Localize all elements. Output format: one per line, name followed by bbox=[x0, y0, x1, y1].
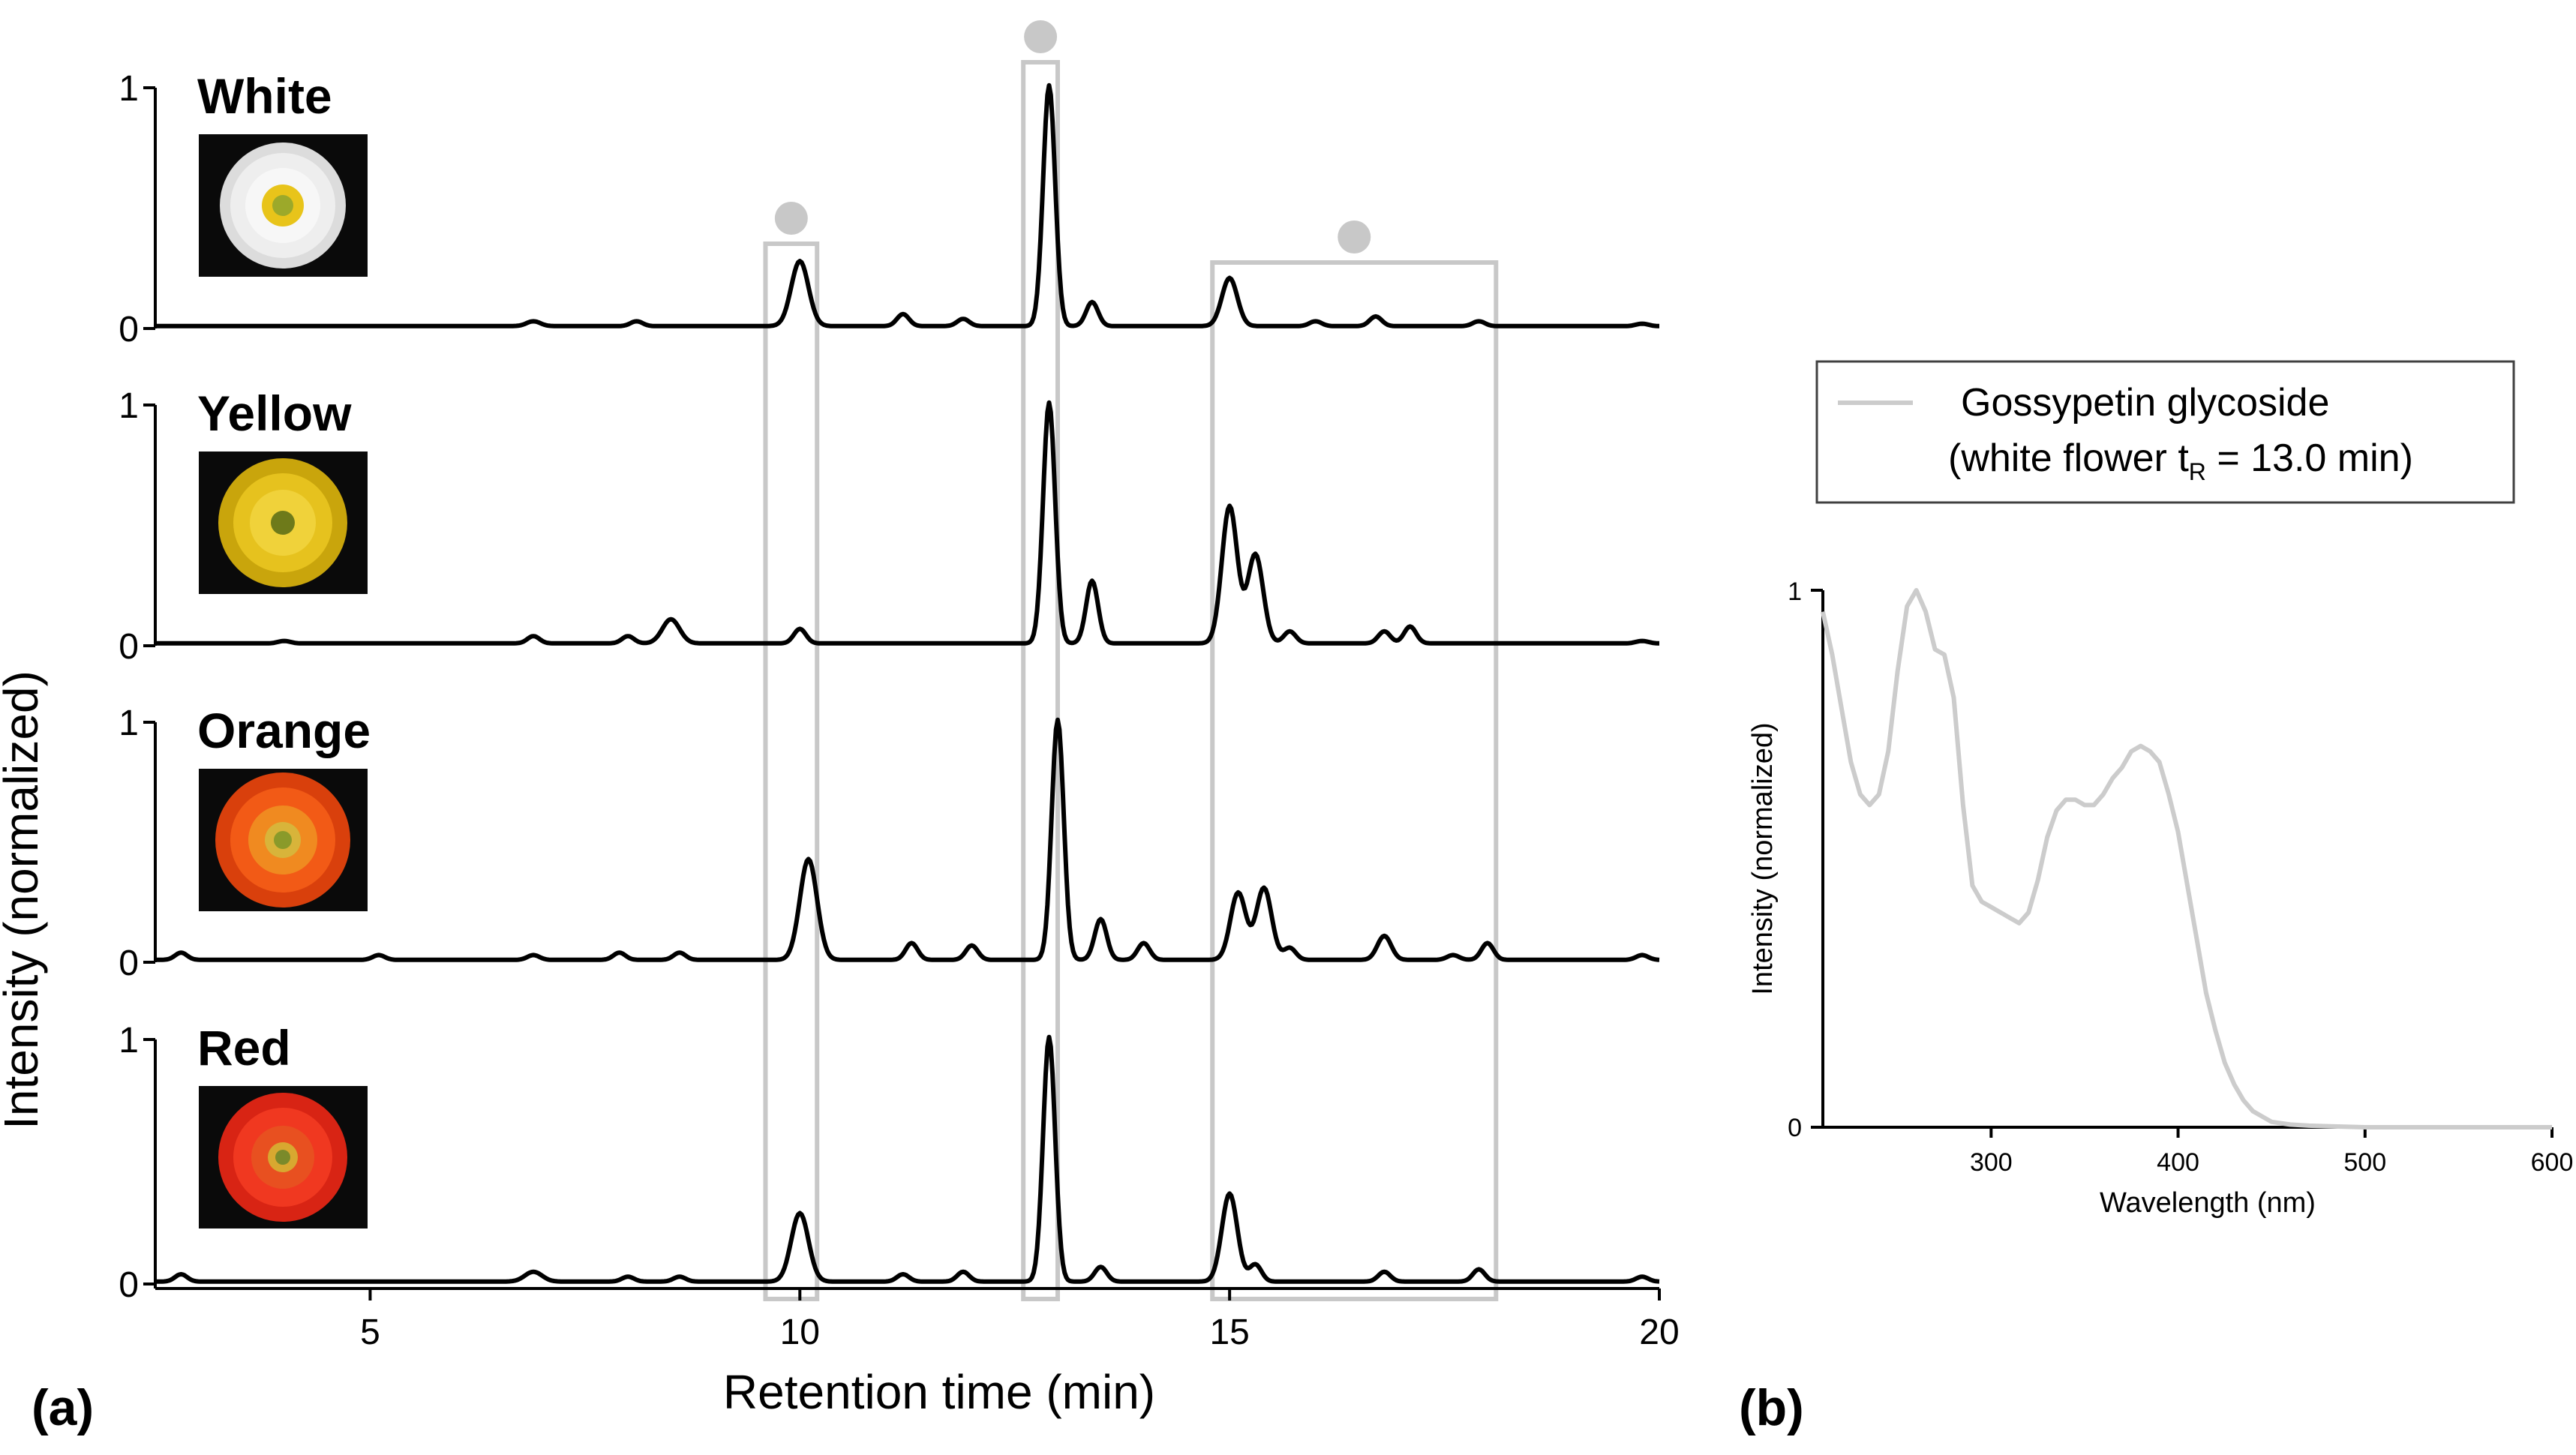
legend-name: Gossypetin glycoside bbox=[1961, 381, 2329, 424]
chromatogram-trace-yellow bbox=[155, 400, 1660, 646]
y-tick-label-0-b: 0 bbox=[1788, 1114, 1802, 1142]
highlight-box-peak-10 bbox=[763, 242, 820, 1301]
flower-photo-red bbox=[199, 1086, 368, 1228]
flower-photo-white bbox=[199, 134, 368, 277]
track-orange: 1 0 Orange bbox=[119, 703, 1660, 983]
x-ticks-b: 300 400 500 600 bbox=[1970, 1127, 2573, 1177]
chromatogram-trace-white bbox=[155, 82, 1660, 328]
track-white: 1 0 White bbox=[119, 68, 1660, 350]
y-tick-label-1-yellow: 1 bbox=[119, 386, 139, 426]
legend-detail-subscript: R bbox=[2189, 458, 2206, 485]
series-label-yellow: Yellow bbox=[197, 386, 352, 441]
x-tick-label-600: 600 bbox=[2531, 1148, 2574, 1177]
x-axis-label-b: Wavelength (nm) bbox=[2100, 1187, 2316, 1219]
uv-spectrum-line bbox=[1821, 588, 2552, 1130]
x-tick-label-500: 500 bbox=[2343, 1148, 2386, 1177]
highlight-dot-peak-10 bbox=[774, 202, 808, 235]
track-red: 1 0 Red bbox=[119, 1020, 1660, 1305]
y-tick-label-0-orange: 0 bbox=[119, 944, 139, 983]
x-tick-label-400: 400 bbox=[2157, 1148, 2199, 1177]
chromatogram-trace-orange bbox=[155, 717, 1660, 962]
x-ticks-a: 5 10 15 20 bbox=[360, 1288, 1680, 1352]
panel-a: 5 10 15 20 Retention time (min) Intensit… bbox=[0, 20, 1680, 1436]
flower-photo-orange bbox=[199, 769, 368, 911]
y-axis-label-a: Intensity (normalized) bbox=[0, 670, 48, 1130]
panel-b: Gossypetin glycoside (white flower tR = … bbox=[1739, 360, 2573, 1436]
highlight-box-peaks-15-18 bbox=[1210, 260, 1499, 1301]
legend-box bbox=[1815, 360, 2515, 504]
panel-label-a: (a) bbox=[32, 1379, 94, 1436]
legend-detail-suffix: = 13.0 min) bbox=[2206, 436, 2413, 480]
highlight-dot-peak-13 bbox=[1024, 20, 1058, 53]
highlight-dot-peaks-15-18 bbox=[1338, 220, 1371, 254]
x-tick-label-20: 20 bbox=[1639, 1312, 1679, 1352]
y-tick-label-1-white: 1 bbox=[119, 69, 139, 109]
x-tick-label-300: 300 bbox=[1970, 1148, 2013, 1177]
x-tick-label-5: 5 bbox=[360, 1312, 380, 1352]
track-yellow: 1 0 Yellow bbox=[119, 386, 1660, 667]
y-tick-label-1-b: 1 bbox=[1788, 578, 1802, 606]
x-tick-label-10: 10 bbox=[780, 1312, 820, 1352]
x-axis-label-a: Retention time (min) bbox=[723, 1365, 1155, 1419]
series-label-red: Red bbox=[197, 1020, 291, 1076]
y-tick-label-0-yellow: 0 bbox=[119, 627, 139, 667]
panel-label-b: (b) bbox=[1739, 1379, 1804, 1436]
legend-detail: (white flower tR = 13.0 min) bbox=[1948, 436, 2413, 485]
flower-photo-yellow bbox=[199, 452, 368, 594]
highlight-box-peak-13 bbox=[1021, 60, 1060, 1301]
y-axis-label-b: Intensity (normalized) bbox=[1747, 722, 1779, 994]
y-tick-label-0-white: 0 bbox=[119, 310, 139, 350]
y-tick-label-0-red: 0 bbox=[119, 1265, 139, 1305]
chromatogram-trace-red bbox=[155, 1034, 1660, 1284]
legend-detail-prefix: (white flower t bbox=[1948, 436, 2189, 480]
x-tick-label-15: 15 bbox=[1209, 1312, 1249, 1352]
series-label-white: White bbox=[197, 68, 332, 124]
series-label-orange: Orange bbox=[197, 703, 371, 758]
y-tick-label-1-red: 1 bbox=[119, 1021, 139, 1060]
y-tick-label-1-orange: 1 bbox=[119, 704, 139, 743]
